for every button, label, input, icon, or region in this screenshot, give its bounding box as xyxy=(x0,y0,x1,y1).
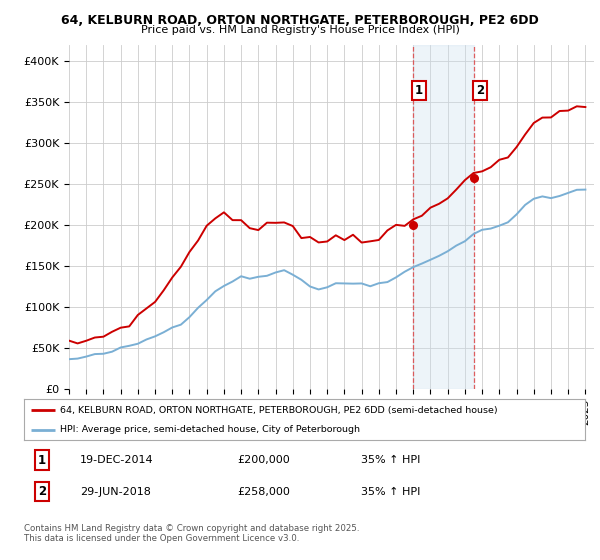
Text: Contains HM Land Registry data © Crown copyright and database right 2025.
This d: Contains HM Land Registry data © Crown c… xyxy=(24,524,359,543)
Text: HPI: Average price, semi-detached house, City of Peterborough: HPI: Average price, semi-detached house,… xyxy=(61,425,361,434)
Text: 64, KELBURN ROAD, ORTON NORTHGATE, PETERBOROUGH, PE2 6DD: 64, KELBURN ROAD, ORTON NORTHGATE, PETER… xyxy=(61,14,539,27)
Text: 2: 2 xyxy=(476,84,484,97)
Text: £200,000: £200,000 xyxy=(237,455,290,465)
Text: 29-JUN-2018: 29-JUN-2018 xyxy=(80,487,151,497)
Text: Price paid vs. HM Land Registry's House Price Index (HPI): Price paid vs. HM Land Registry's House … xyxy=(140,25,460,35)
Text: 35% ↑ HPI: 35% ↑ HPI xyxy=(361,487,420,497)
Text: 35% ↑ HPI: 35% ↑ HPI xyxy=(361,455,420,465)
Text: 1: 1 xyxy=(38,454,46,466)
Text: £258,000: £258,000 xyxy=(237,487,290,497)
Text: 19-DEC-2014: 19-DEC-2014 xyxy=(80,455,154,465)
Bar xyxy=(413,45,473,389)
Text: 1: 1 xyxy=(415,84,423,97)
Text: 64, KELBURN ROAD, ORTON NORTHGATE, PETERBOROUGH, PE2 6DD (semi-detached house): 64, KELBURN ROAD, ORTON NORTHGATE, PETER… xyxy=(61,405,498,414)
Text: 2: 2 xyxy=(38,485,46,498)
